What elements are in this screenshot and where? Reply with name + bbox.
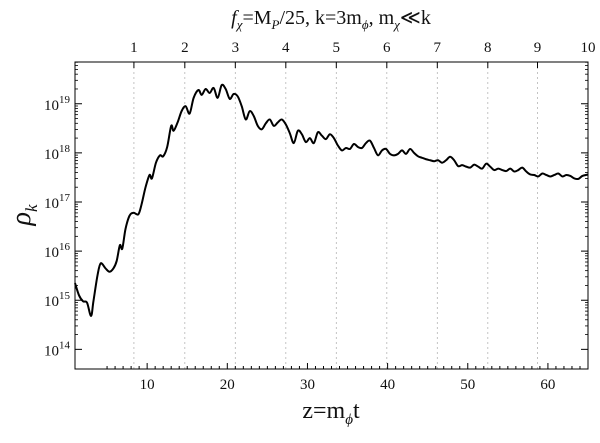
top-tick-label-0: 1 <box>130 40 138 56</box>
top-tick-label-8: 9 <box>534 40 542 56</box>
top-tick-label-5: 6 <box>383 40 391 56</box>
y-tick-exponent-5: 19 <box>59 94 71 106</box>
x-tick-label-5: 60 <box>540 377 555 393</box>
vertical-gridlines <box>133 62 538 369</box>
y-tick-label-0: 1014 <box>44 339 71 359</box>
y-tick-label-3: 1017 <box>44 192 71 212</box>
plot-frame <box>74 61 589 370</box>
x-axis-ticks: 10 20 30 40 50 60 <box>106 363 589 393</box>
y-tick-exponent-0: 14 <box>59 339 71 351</box>
y-tick-label-5: 1019 <box>44 94 71 114</box>
x-tick-label-3: 40 <box>380 377 395 393</box>
top-tick-label-1: 2 <box>181 40 189 56</box>
y-tick-label-4: 1018 <box>44 143 71 163</box>
y-tick-label-2: 1016 <box>44 241 71 261</box>
top-axis-ticks: 1 2 3 4 5 6 7 8 9 10 <box>130 40 596 68</box>
series-layer <box>74 83 589 317</box>
top-title: fχ=MP/25, k=3mϕ, mχ≪k <box>231 7 431 32</box>
top-tick-label-3: 4 <box>282 40 290 56</box>
y-tick-label-1: 1015 <box>44 290 71 310</box>
y-axis-ticks: 1014 1015 1016 1017 1018 1019 <box>44 61 588 359</box>
y-axis-label: ρk <box>6 204 41 226</box>
top-tick-label-2: 3 <box>232 40 240 56</box>
y-tick-exponent-2: 16 <box>59 241 71 253</box>
x-axis-label: z=mϕt <box>302 398 360 428</box>
y-tick-exponent-1: 15 <box>59 290 71 302</box>
x-tick-label-0: 10 <box>140 377 155 393</box>
y-tick-exponent-3: 17 <box>59 192 71 204</box>
x-tick-label-4: 50 <box>460 377 475 393</box>
series-line-0 <box>74 83 589 317</box>
x-tick-label-2: 30 <box>300 377 315 393</box>
top-tick-label-6: 7 <box>434 40 442 56</box>
top-tick-label-7: 8 <box>484 40 492 56</box>
top-tick-label-4: 5 <box>333 40 341 56</box>
top-tick-label-9: 10 <box>581 40 596 56</box>
x-tick-label-1: 20 <box>220 377 235 393</box>
y-tick-exponent-4: 18 <box>59 143 71 155</box>
